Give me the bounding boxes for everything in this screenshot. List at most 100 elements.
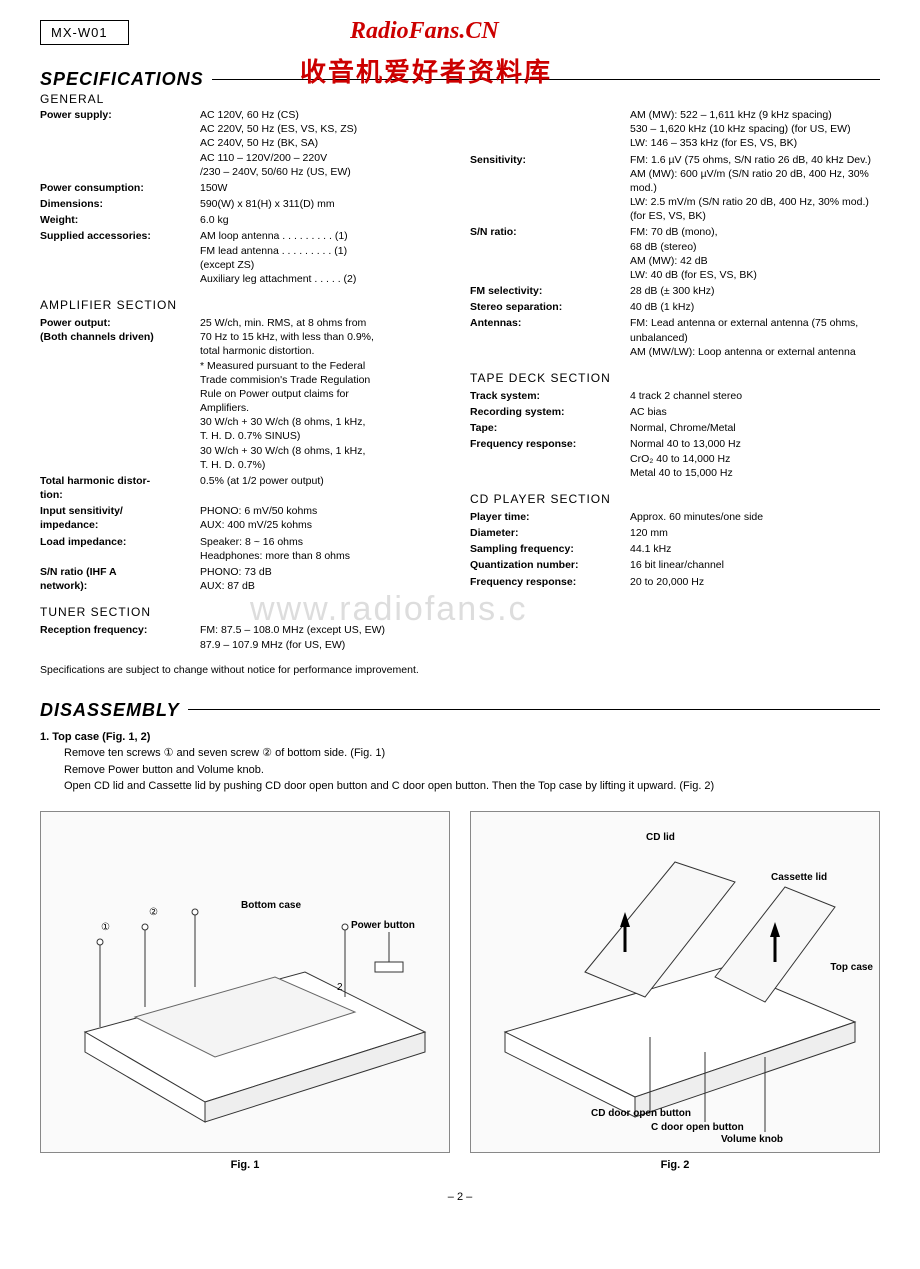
spec-label: Frequency response: [470, 575, 630, 589]
model-number: MX-W01 [40, 20, 129, 45]
spec-row: Track system:4 track 2 channel stereo [470, 389, 880, 403]
spec-row: Tape:Normal, Chrome/Metal [470, 421, 880, 435]
spec-row: Load impedance:Speaker: 8 ~ 16 ohmsHeadp… [40, 535, 450, 563]
spec-value: 6.0 kg [200, 213, 450, 227]
spec-value: 0.5% (at 1/2 power output) [200, 474, 450, 502]
spec-row: Weight:6.0 kg [40, 213, 450, 227]
spec-label: Antennas: [470, 316, 630, 359]
spec-label: Recording system: [470, 405, 630, 419]
spec-row: Dimensions:590(W) x 81(H) x 311(D) mm [40, 197, 450, 211]
spec-value: FM: 87.5 – 108.0 MHz (except US, EW) 87.… [200, 623, 450, 651]
spec-row: Diameter:120 mm [470, 526, 880, 540]
spec-value: 590(W) x 81(H) x 311(D) mm [200, 197, 450, 211]
tuner-subhead: TUNER SECTION [40, 605, 450, 619]
figure-1-wrap: ① ② Bottom case Power button 2 Fig. 1 [40, 811, 450, 1171]
spec-row: Frequency response:Normal 40 to 13,000 H… [470, 437, 880, 480]
fig1-circled-2: ② [149, 907, 158, 918]
spec-value: Normal, Chrome/Metal [630, 421, 880, 435]
fig2-svg [471, 812, 879, 1152]
figure-1: ① ② Bottom case Power button 2 [40, 811, 450, 1153]
spec-label: S/N ratio: [470, 225, 630, 282]
fig2-cd-door-label: CD door open button [591, 1108, 691, 1119]
spec-value: 20 to 20,000 Hz [630, 575, 880, 589]
fig2-caption: Fig. 2 [470, 1159, 880, 1171]
spec-label: Supplied accessories: [40, 229, 200, 286]
spec-row: FM selectivity:28 dB (± 300 kHz) [470, 284, 880, 298]
fig2-top-case-label: Top case [830, 962, 873, 973]
disassembly-heading: DISASSEMBLY [40, 700, 880, 721]
spec-value: 25 W/ch, min. RMS, at 8 ohms from70 Hz t… [200, 316, 450, 472]
spec-row: Stereo separation:40 dB (1 kHz) [470, 300, 880, 314]
spec-row: Total harmonic distor-tion:0.5% (at 1/2 … [40, 474, 450, 502]
spec-value: Approx. 60 minutes/one side [630, 510, 880, 524]
spec-row: Power supply:AC 120V, 60 Hz (CS)AC 220V,… [40, 108, 450, 179]
spec-label: Track system: [470, 389, 630, 403]
spec-label: Load impedance: [40, 535, 200, 563]
spec-row: Sensitivity:FM: 1.6 µV (75 ohms, S/N rat… [470, 153, 880, 224]
fig2-cassette-lid-label: Cassette lid [771, 872, 827, 883]
spec-columns: Power supply:AC 120V, 60 Hz (CS)AC 220V,… [40, 106, 880, 654]
disasm-line: Open CD lid and Cassette lid by pushing … [64, 778, 880, 795]
tape-subhead: TAPE DECK SECTION [470, 371, 880, 385]
spec-value: 4 track 2 channel stereo [630, 389, 880, 403]
spec-label: Sensitivity: [470, 153, 630, 224]
spec-label: Weight: [40, 213, 200, 227]
specifications-title: SPECIFICATIONS [40, 69, 204, 90]
spec-label: Power supply: [40, 108, 200, 179]
spec-value: PHONO: 6 mV/50 kohmsAUX: 400 mV/25 kohms [200, 504, 450, 532]
spec-value: AC 120V, 60 Hz (CS)AC 220V, 50 Hz (ES, V… [200, 108, 450, 179]
general-subhead: GENERAL [40, 92, 880, 106]
fig2-volume-label: Volume knob [721, 1134, 783, 1145]
rule [188, 709, 880, 711]
fig1-caption: Fig. 1 [40, 1159, 450, 1171]
spec-right-col: AM (MW): 522 – 1,611 kHz (9 kHz spacing)… [470, 106, 880, 654]
spec-value: FM: 70 dB (mono), 68 dB (stereo)AM (MW):… [630, 225, 880, 282]
spec-label: FM selectivity: [470, 284, 630, 298]
spec-value: AM loop antenna . . . . . . . . . (1)FM … [200, 229, 450, 286]
spec-row: Quantization number:16 bit linear/channe… [470, 558, 880, 572]
spec-row: Input sensitivity/impedance:PHONO: 6 mV/… [40, 504, 450, 532]
spec-row: S/N ratio:FM: 70 dB (mono), 68 dB (stere… [470, 225, 880, 282]
step-title: 1. Top case (Fig. 1, 2) [40, 731, 150, 743]
spec-row: Antennas:FM: Lead antenna or external an… [470, 316, 880, 359]
fig2-cd-lid-label: CD lid [646, 832, 675, 843]
spec-label: Tape: [470, 421, 630, 435]
fig1-num2: 2 [337, 982, 343, 993]
figures-row: ① ② Bottom case Power button 2 Fig. 1 [40, 811, 880, 1171]
spec-row: Power consumption:150W [40, 181, 450, 195]
watermark-site: RadioFans.CN [350, 18, 499, 45]
watermark-chinese: 收音机爱好者资料库 [300, 52, 552, 89]
spec-value: 40 dB (1 kHz) [630, 300, 880, 314]
spec-label: Stereo separation: [470, 300, 630, 314]
spec-label: Sampling frequency: [470, 542, 630, 556]
figure-2-wrap: CD lid Cassette lid Top case CD door ope… [470, 811, 880, 1171]
fig1-svg [41, 812, 449, 1152]
fig1-circled-1: ① [101, 922, 110, 933]
disassembly-body: 1. Top case (Fig. 1, 2) Remove ten screw… [40, 729, 880, 795]
spec-row: AM (MW): 522 – 1,611 kHz (9 kHz spacing)… [470, 108, 880, 151]
spec-left-col: Power supply:AC 120V, 60 Hz (CS)AC 220V,… [40, 106, 450, 654]
disasm-line: Remove Power button and Volume knob. [64, 762, 880, 779]
spec-label: Power output:(Both channels driven) [40, 316, 200, 472]
spec-row: Power output:(Both channels driven)25 W/… [40, 316, 450, 472]
spec-row: Player time:Approx. 60 minutes/one side [470, 510, 880, 524]
fig1-bottom-case-label: Bottom case [241, 900, 301, 911]
spec-label: Frequency response: [470, 437, 630, 480]
spec-label: Quantization number: [470, 558, 630, 572]
page-number: – 2 – [40, 1191, 880, 1203]
fig1-power-button-label: Power button [351, 920, 415, 931]
spec-row: Reception frequency:FM: 87.5 – 108.0 MHz… [40, 623, 450, 651]
spec-row: Sampling frequency:44.1 kHz [470, 542, 880, 556]
spec-row: Supplied accessories:AM loop antenna . .… [40, 229, 450, 286]
amplifier-subhead: AMPLIFIER SECTION [40, 298, 450, 312]
disasm-line: Remove ten screws ① and seven screw ② of… [64, 745, 880, 762]
spec-value: 150W [200, 181, 450, 195]
spec-value: 44.1 kHz [630, 542, 880, 556]
spec-row: S/N ratio (IHF Anetwork):PHONO: 73 dBAUX… [40, 565, 450, 593]
spec-value: FM: Lead antenna or external antenna (75… [630, 316, 880, 359]
spec-row: Frequency response:20 to 20,000 Hz [470, 575, 880, 589]
disassembly-title: DISASSEMBLY [40, 700, 180, 721]
spec-value: AC bias [630, 405, 880, 419]
spec-row: Recording system:AC bias [470, 405, 880, 419]
cd-subhead: CD PLAYER SECTION [470, 492, 880, 506]
